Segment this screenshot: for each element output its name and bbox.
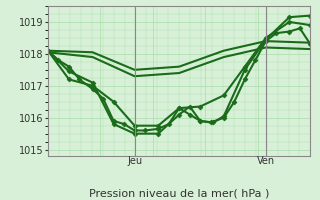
Text: Jeu: Jeu [127,156,142,166]
Text: Pression niveau de la mer( hPa ): Pression niveau de la mer( hPa ) [89,189,269,199]
Text: Ven: Ven [257,156,275,166]
